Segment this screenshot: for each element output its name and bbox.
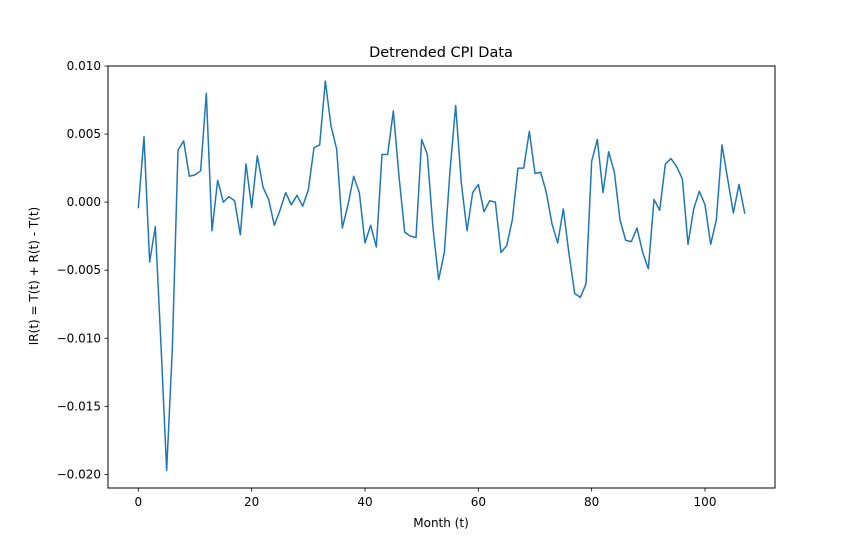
y-tick-label: 0.000 [67,195,101,209]
x-tick-label: 40 [357,495,372,509]
y-tick-label: −0.020 [57,467,101,481]
x-axis-ticks: 0 20 40 60 80 100 [134,488,716,509]
y-tick-label: 0.010 [67,59,101,73]
x-tick-label: 0 [134,495,142,509]
y-axis-title: IR(t) = T(t) + R(t) - T(t) [27,207,41,345]
x-tick-label: 100 [694,495,717,509]
y-tick-label: 0.005 [67,127,101,141]
y-tick-label: −0.010 [57,331,101,345]
y-axis-ticks: 0.010 0.005 0.000 −0.005 −0.010 −0.015 −0.020 [57,59,108,481]
x-tick-label: 60 [471,495,486,509]
plot-frame [107,65,776,489]
x-axis-title: Month (t) [413,516,469,530]
chart-title: Detrended CPI Data [369,45,513,61]
series-line [137,80,746,472]
y-tick-label: −0.015 [57,399,101,413]
x-tick-label: 20 [244,495,259,509]
plot-area [137,80,746,472]
x-tick-label: 80 [584,495,599,509]
y-tick-label: −0.005 [57,263,101,277]
